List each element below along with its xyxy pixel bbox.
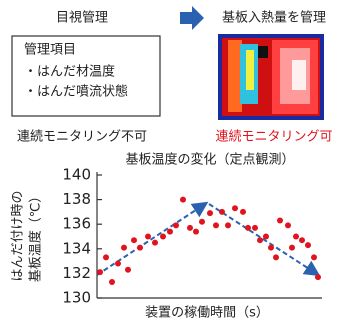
data-point [115,261,121,267]
data-point [213,222,219,228]
chart-title: 基板温度の変化（定点観測） [125,152,294,168]
data-point [273,254,279,260]
data-point [121,245,127,251]
left-caption: 連続モニタリング不可 [17,130,147,145]
data-point [232,205,238,211]
data-point [285,222,291,228]
data-point [152,240,158,246]
data-point [97,269,103,275]
data-point [199,219,205,225]
data-point [268,245,274,251]
data-point [187,225,193,231]
y-axis-label: 基板温度（℃） [28,190,44,283]
data-point [293,234,299,240]
data-point [125,267,131,273]
y-axis-label: はんだ付け時の [11,190,26,281]
data-point [137,245,143,251]
box-title: 管理項目 [24,43,76,58]
x-axis-label: 装置の稼働時間（s） [145,306,269,321]
left-title: 目視管理 [56,11,108,26]
data-point [207,210,213,216]
right-caption: 連続モニタリング可 [215,130,332,145]
box-item: ・はんだ噴流状態 [24,84,128,100]
data-point [311,254,317,260]
data-point [173,222,179,228]
y-tick-label: 130 [62,289,91,307]
data-point [263,234,269,240]
y-tick-label: 134 [62,239,91,257]
data-point [240,209,246,215]
data-point [315,274,321,280]
data-point [252,225,258,231]
data-point [160,234,166,240]
trend-arrow [97,204,205,275]
data-point [180,197,186,203]
data-point [145,234,151,240]
thermal-image [218,34,324,120]
data-point [167,229,173,235]
box-item: ・はんだ材温度 [24,64,115,80]
data-point [103,254,109,260]
data-point [289,245,295,251]
data-point [109,279,115,285]
data-point [225,222,231,228]
data-point [193,229,199,235]
data-point [277,218,283,224]
y-tick-label: 140 [62,166,91,184]
y-tick-label: 136 [62,215,91,233]
y-tick-label: 132 [62,264,91,282]
data-point [131,237,137,243]
y-tick-label: 138 [62,190,91,208]
right-title: 基板入熱量を管理 [222,11,326,26]
data-point [299,237,305,243]
data-point [219,209,225,215]
figure: 目視管理 管理項目 ・はんだ材温度 ・はんだ噴流状態 連続モニタリング不可 基板… [0,0,345,323]
data-point [245,225,251,231]
arrow-icon [180,6,204,30]
data-point [257,237,263,243]
data-point [305,242,311,248]
